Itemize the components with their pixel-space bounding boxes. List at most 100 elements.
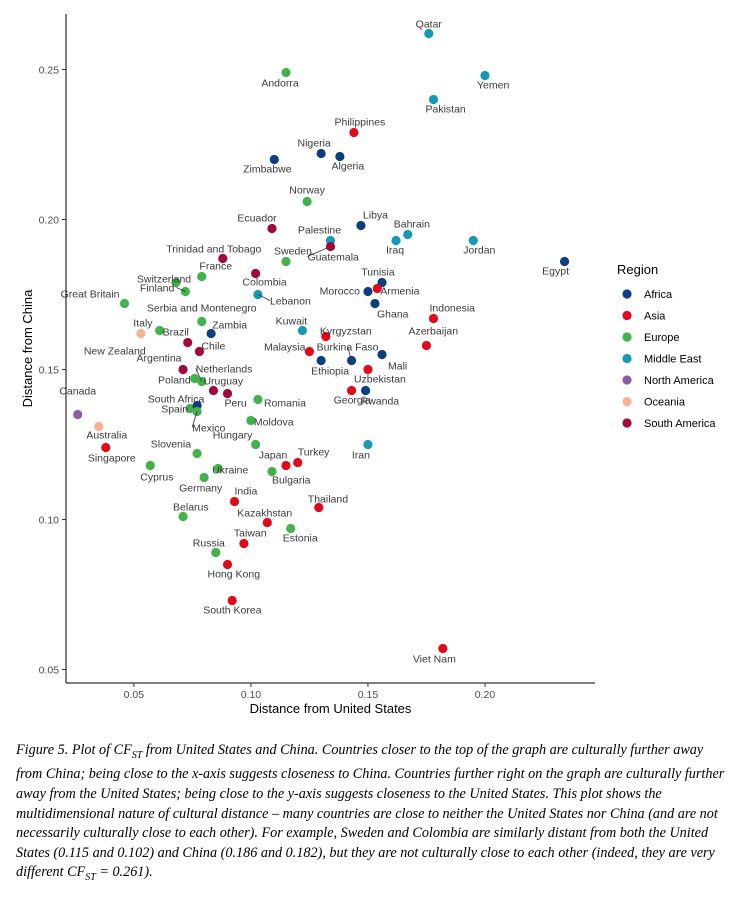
y-tick-label: 0.20 bbox=[39, 215, 60, 227]
point-libya bbox=[356, 220, 366, 231]
point-label-mexico: Mexico bbox=[192, 423, 225, 435]
point-colombia bbox=[250, 268, 261, 279]
point-ethiopia bbox=[316, 355, 326, 366]
point-label-mali: Mali bbox=[388, 361, 407, 373]
caption-subscript-1: ST bbox=[131, 749, 143, 761]
point-russia bbox=[211, 547, 221, 558]
scatter-chart: Qatar Andorra Yemen Pakistan Philippines Nige… bbox=[20, 14, 716, 716]
point-label-azerbaijan: Azerbaijan bbox=[408, 326, 458, 338]
point-thailand bbox=[314, 502, 324, 513]
point-label-finland: Finland bbox=[140, 283, 175, 295]
point-georgia bbox=[346, 385, 357, 396]
x-tick-label: 0.05 bbox=[124, 689, 145, 701]
point-label-guatemala: Guatemala bbox=[308, 252, 360, 264]
x-tick-label: 0.20 bbox=[475, 689, 496, 701]
point-label-trinidad-and-tobago: Trinidad and Tobago bbox=[166, 244, 261, 256]
point-label-viet-nam: Viet Nam bbox=[413, 654, 456, 666]
point-label-egypt: Egypt bbox=[542, 266, 569, 278]
point-label-chile: Chile bbox=[201, 341, 225, 353]
point-label-andorra: Andorra bbox=[261, 78, 299, 90]
point-canada bbox=[73, 409, 83, 420]
point-ecuador bbox=[267, 223, 277, 234]
point-brazil bbox=[155, 325, 165, 336]
point-viet-nam bbox=[438, 643, 448, 654]
point-label-ukraine: Ukraine bbox=[212, 465, 248, 477]
point-chile bbox=[194, 346, 205, 357]
caption-text-2: from United States and China. Countries … bbox=[16, 742, 725, 881]
point-label-lebanon: Lebanon bbox=[270, 296, 311, 308]
legend-key-middle-east bbox=[622, 353, 632, 364]
point-label-romania: Romania bbox=[264, 398, 306, 410]
legend-key-europe bbox=[622, 332, 632, 342]
caption-figure-label: Figure 5. bbox=[16, 742, 69, 758]
legend-label-south-america: South America bbox=[644, 418, 716, 430]
point-label-brazil: Brazil bbox=[163, 327, 189, 339]
point-jordan bbox=[468, 235, 478, 246]
point-andorra bbox=[281, 67, 291, 78]
point-label-bahrain: Bahrain bbox=[394, 219, 430, 231]
point-bahrain bbox=[403, 229, 413, 240]
point-switzerland bbox=[171, 277, 181, 288]
point-label-spain: Spain bbox=[161, 404, 188, 416]
point-hong-kong bbox=[222, 559, 233, 570]
point-label-taiwan: Taiwan bbox=[234, 528, 267, 540]
point-label-ecuador: Ecuador bbox=[237, 213, 277, 225]
point-label-palestine: Palestine bbox=[298, 225, 341, 237]
point-moldova bbox=[246, 415, 256, 426]
legend-label-north-america: North America bbox=[644, 375, 715, 387]
point-label-iran: Iran bbox=[352, 450, 370, 462]
point-nigeria bbox=[316, 148, 326, 159]
y-tick-label: 0.25 bbox=[39, 65, 60, 77]
point-label-russia: Russia bbox=[193, 538, 225, 550]
point-rwanda bbox=[361, 385, 371, 396]
point-japan bbox=[281, 460, 291, 471]
point-label-australia: Australia bbox=[86, 430, 127, 442]
point-kyrgyzstan bbox=[321, 331, 331, 342]
point-label-philippines: Philippines bbox=[335, 117, 386, 129]
point-label-switzerland: Switzerland bbox=[137, 274, 191, 286]
label-leader-lebanon bbox=[257, 294, 271, 301]
point-uzbekistan bbox=[363, 364, 373, 375]
x-tick-label: 0.15 bbox=[358, 689, 379, 701]
y-axis-title: Distance from China bbox=[20, 289, 35, 408]
point-label-ghana: Ghana bbox=[377, 309, 409, 321]
point-label-serbia-and-montenegro: Serbia and Montenegro bbox=[147, 303, 257, 315]
point-label-argentina: Argentina bbox=[137, 353, 182, 365]
point-label-great-britain: Great Britain bbox=[61, 289, 120, 301]
point-label-japan: Japan bbox=[259, 450, 288, 462]
x-axis-title: Distance from United States bbox=[250, 701, 412, 716]
caption-text-3: = 0.261). bbox=[95, 864, 153, 881]
point-label-zimbabwe: Zimbabwe bbox=[243, 164, 292, 176]
label-leader-netherlands bbox=[195, 368, 203, 382]
point-yemen bbox=[480, 70, 490, 81]
point-label-tunisia: Tunisia bbox=[361, 267, 395, 279]
point-ghana bbox=[370, 298, 380, 309]
point-hungary bbox=[250, 439, 261, 450]
point-label-uzbekistan: Uzbekistan bbox=[354, 374, 406, 386]
point-turkey bbox=[293, 457, 303, 468]
point-zimbabwe bbox=[269, 154, 279, 165]
x-tick-label: 0.10 bbox=[241, 689, 262, 701]
point-egypt bbox=[559, 256, 570, 267]
point-label-colombia: Colombia bbox=[242, 277, 287, 289]
point-label-armenia: Armenia bbox=[380, 286, 419, 298]
point-australia bbox=[94, 421, 104, 432]
point-label-algeria: Algeria bbox=[332, 161, 365, 173]
point-label-france: France bbox=[199, 261, 232, 273]
point-peru bbox=[222, 388, 233, 399]
point-ukraine bbox=[213, 463, 223, 474]
point-label-qatar: Qatar bbox=[416, 19, 443, 31]
point-zambia bbox=[206, 328, 216, 339]
point-label-burkina-faso: Burkina Faso bbox=[317, 342, 379, 354]
point-label-libya: Libya bbox=[363, 210, 388, 222]
point-bulgaria bbox=[267, 466, 277, 477]
point-label-germany: Germany bbox=[179, 483, 223, 495]
legend-key-africa bbox=[622, 289, 632, 299]
point-label-morocco: Morocco bbox=[320, 286, 360, 298]
point-india bbox=[229, 496, 240, 507]
label-leader-guatemala bbox=[307, 246, 331, 257]
point-label-poland: Poland bbox=[158, 375, 191, 387]
point-italy bbox=[136, 328, 146, 339]
point-azerbaijan bbox=[421, 340, 432, 351]
point-label-cyprus: Cyprus bbox=[140, 472, 173, 484]
